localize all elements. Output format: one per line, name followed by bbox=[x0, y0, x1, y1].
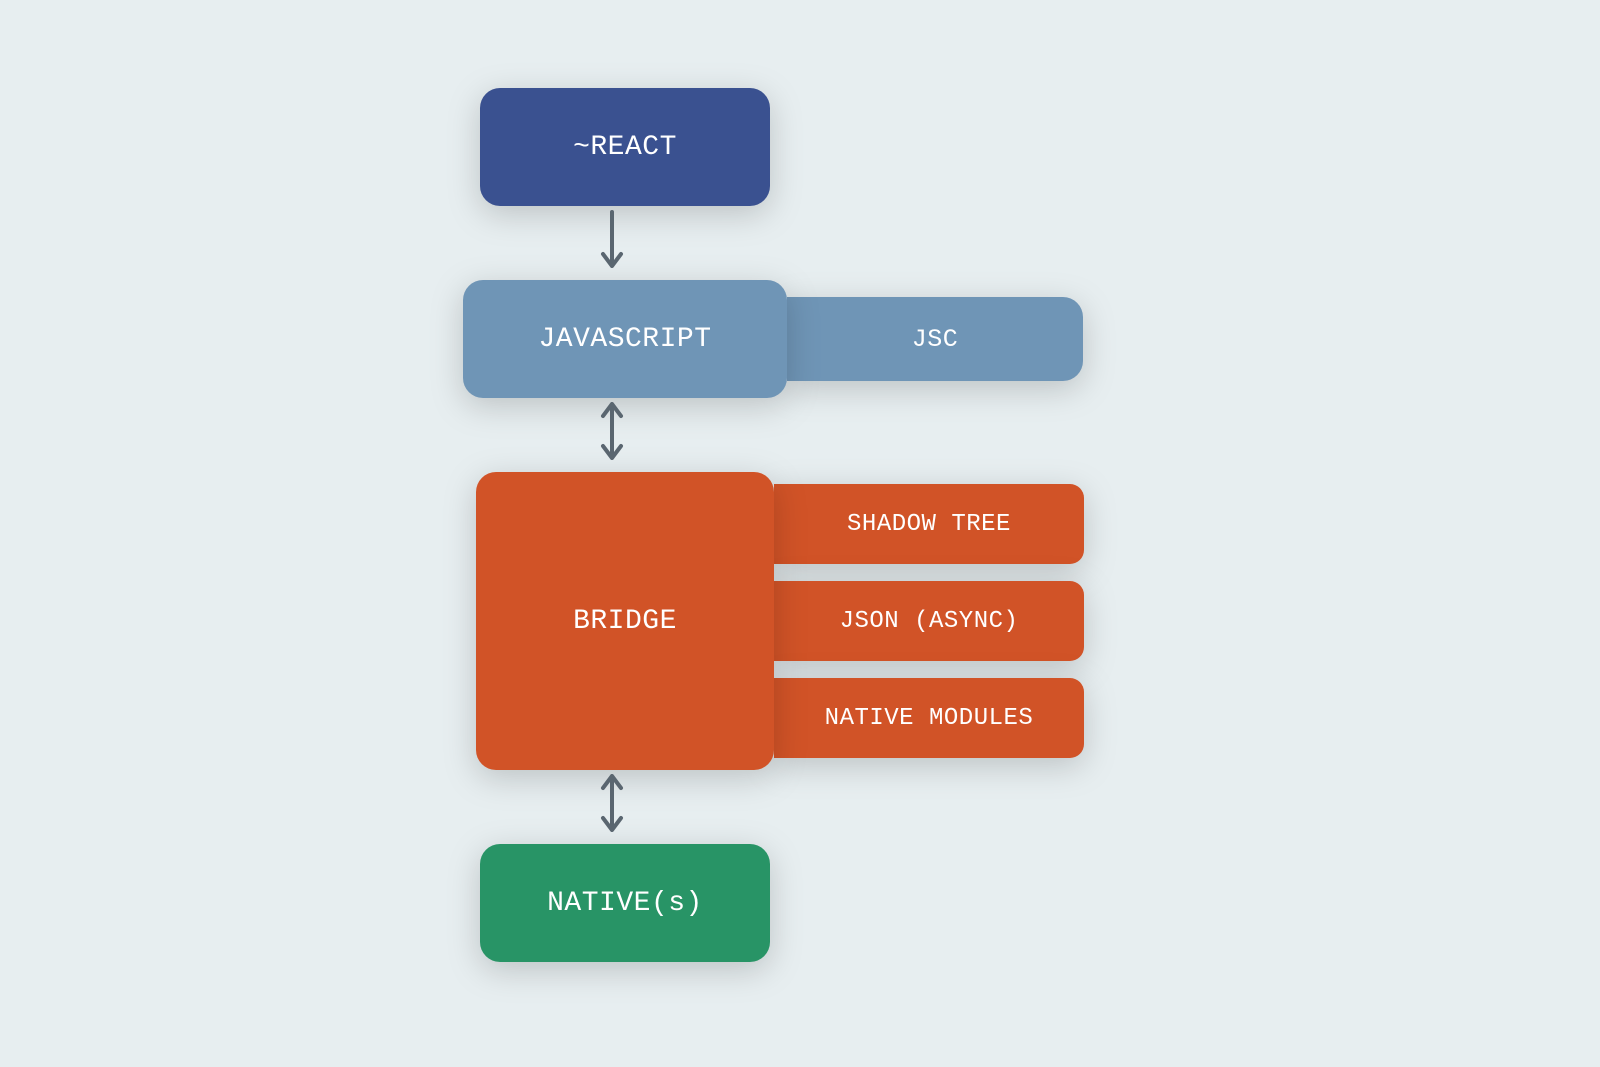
node-json-async: JSON (ASYNC) bbox=[774, 581, 1084, 661]
node-json-async-label: JSON (ASYNC) bbox=[840, 608, 1019, 635]
node-javascript-label: JAVASCRIPT bbox=[538, 324, 711, 355]
node-shadow-tree-label: SHADOW TREE bbox=[847, 511, 1011, 538]
node-native-label: NATIVE(s) bbox=[547, 888, 703, 919]
node-jsc: JSC bbox=[787, 297, 1083, 381]
node-bridge-label: BRIDGE bbox=[573, 606, 677, 637]
arrow-bidirectional-icon bbox=[597, 774, 627, 832]
diagram-canvas: JSC SHADOW TREE JSON (ASYNC) NATIVE MODU… bbox=[0, 0, 1600, 1067]
node-react: ~REACT bbox=[480, 88, 770, 206]
arrow-down-icon bbox=[597, 210, 627, 268]
node-native: NATIVE(s) bbox=[480, 844, 770, 962]
node-shadow-tree: SHADOW TREE bbox=[774, 484, 1084, 564]
node-native-modules: NATIVE MODULES bbox=[774, 678, 1084, 758]
arrow-bidirectional-icon bbox=[597, 402, 627, 460]
node-react-label: ~REACT bbox=[573, 132, 677, 163]
node-jsc-label: JSC bbox=[912, 325, 959, 354]
node-native-modules-label: NATIVE MODULES bbox=[825, 705, 1034, 732]
node-bridge: BRIDGE bbox=[476, 472, 774, 770]
node-javascript: JAVASCRIPT bbox=[463, 280, 787, 398]
